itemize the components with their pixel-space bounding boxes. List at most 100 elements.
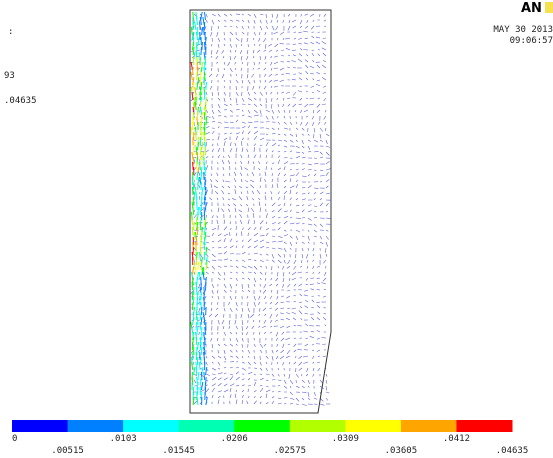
- vector-arrow: [196, 141, 200, 151]
- vector-arrow: [205, 396, 208, 406]
- left-mark: :: [8, 27, 13, 37]
- vector-arrow: [196, 391, 198, 401]
- vector-arrow: [194, 101, 197, 111]
- vector-arrow: [191, 301, 194, 311]
- vector-arrow: [195, 321, 198, 331]
- legend-swatch: [400, 420, 457, 432]
- vector-arrow: [192, 46, 195, 56]
- vector-arrow: [204, 36, 207, 46]
- vector-arrow: [192, 396, 195, 406]
- vector-arrow: [199, 86, 202, 96]
- vector-arrow: [203, 341, 206, 351]
- vector-arrow: [192, 81, 195, 91]
- vector-arrow: [196, 171, 199, 181]
- vector-arrow: [195, 286, 198, 296]
- vector-arrow: [204, 366, 208, 376]
- vector-arrow: [203, 316, 206, 326]
- vector-arrow: [200, 171, 203, 181]
- vector-arrow: [192, 246, 195, 256]
- vector-arrow: [196, 381, 199, 391]
- vector-arrow: [195, 131, 197, 141]
- vector-arrow: [197, 181, 199, 191]
- vector-arrow: [199, 221, 202, 231]
- vector-arrow: [203, 161, 206, 171]
- legend-label: .04635: [496, 446, 529, 456]
- vector-arrow: [196, 81, 199, 91]
- vector-arrow: [202, 271, 205, 281]
- legend-label: .0412: [443, 434, 470, 444]
- vector-arrow: [200, 391, 203, 401]
- vector-arrow: [203, 196, 207, 206]
- legend-swatch: [289, 420, 346, 432]
- vector-arrow: [205, 116, 208, 126]
- vector-arrow: [205, 261, 208, 271]
- vector-arrow: [199, 311, 202, 321]
- vector-arrow: [193, 96, 196, 106]
- vector-arrow: [199, 106, 203, 116]
- logo-accent: [545, 2, 553, 13]
- vector-arrow: [203, 41, 206, 51]
- vector-arrow: [203, 236, 206, 246]
- legend-label: .02575: [274, 446, 307, 456]
- domain-outline: [189, 9, 332, 414]
- vector-arrow: [199, 146, 202, 156]
- vector-arrow: [199, 246, 202, 256]
- vector-arrow: [191, 326, 194, 336]
- legend-swatch: [234, 420, 291, 432]
- vector-arrow: [200, 131, 203, 141]
- vector-arrow: [201, 26, 204, 36]
- vector-arrow: [196, 116, 199, 126]
- vector-arrow: [192, 161, 194, 171]
- legend-label: .01545: [162, 446, 195, 456]
- vector-arrow: [191, 351, 194, 361]
- vector-arrow: [192, 56, 195, 66]
- left-mark: .04635: [4, 96, 37, 106]
- vector-arrow: [192, 116, 195, 126]
- vector-arrow: [196, 396, 199, 406]
- vector-arrow: [192, 331, 195, 341]
- vector-arrow: [203, 11, 207, 21]
- vector-arrow: [195, 161, 198, 171]
- vector-field: [189, 11, 331, 406]
- vector-arrow: [198, 161, 202, 171]
- legend-swatch: [345, 420, 402, 432]
- vector-arrow: [199, 176, 202, 186]
- vector-arrow: [196, 341, 200, 351]
- vector-arrow: [193, 231, 196, 241]
- vector-arrow: [198, 251, 201, 261]
- color-legend: 0 .0103 .0206 .0309 .0412 .00515 .01545 .02575.…: [12, 420, 528, 456]
- vector-arrow: [191, 41, 195, 51]
- vector-arrow: [204, 326, 207, 336]
- left-mark: 93: [4, 71, 15, 81]
- vector-arrow: [203, 61, 206, 71]
- vector-arrow: [193, 191, 196, 201]
- vector-arrow: [204, 231, 207, 241]
- vector-arrow: [190, 126, 193, 136]
- vector-arrow: [197, 371, 200, 381]
- logo: AN: [521, 1, 542, 16]
- legend-label: 0: [12, 434, 17, 444]
- vector-arrow: [194, 21, 197, 31]
- vector-arrow: [191, 266, 195, 276]
- vector-arrow: [199, 21, 201, 31]
- vector-arrow: [203, 126, 206, 136]
- vector-arrow: [198, 271, 201, 281]
- vector-arrow: [195, 31, 199, 41]
- vector-arrow: [203, 101, 207, 111]
- vector-arrow: [204, 216, 207, 226]
- vector-arrow: [190, 71, 193, 81]
- legend-label: .0309: [332, 434, 359, 444]
- legend-label: .0103: [110, 434, 137, 444]
- legend-swatch: [12, 420, 69, 432]
- vector-arrow: [205, 81, 208, 91]
- vector-arrow: [196, 326, 199, 336]
- vector-arrow: [191, 31, 194, 41]
- vector-arrow: [195, 336, 198, 346]
- vector-arrow: [200, 341, 202, 351]
- vector-arrow: [201, 141, 204, 151]
- vector-arrow: [196, 226, 199, 236]
- vector-arrow: [203, 191, 207, 201]
- vector-arrow: [200, 381, 204, 391]
